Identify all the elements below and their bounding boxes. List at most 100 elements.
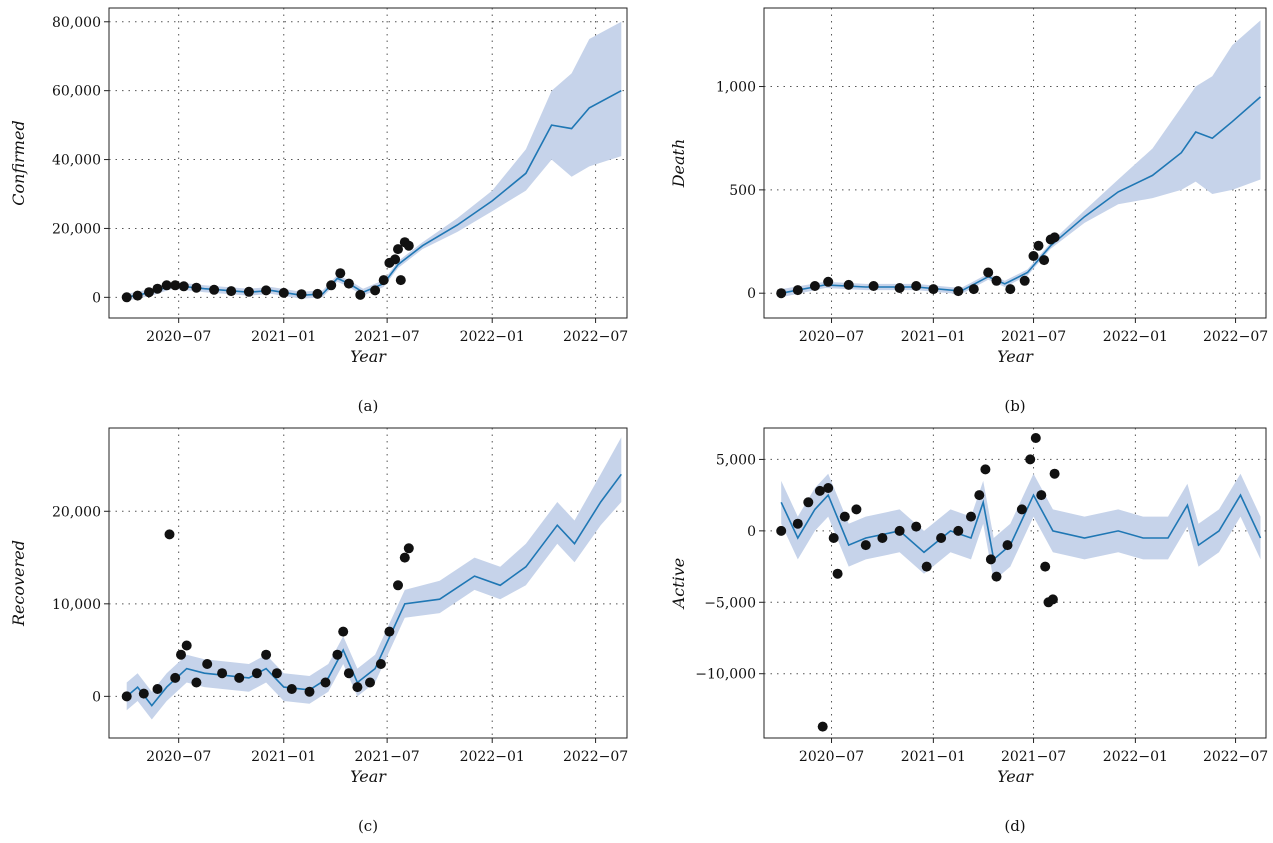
observed-point [928, 284, 939, 295]
observed-point [1036, 490, 1047, 501]
observed-point [326, 280, 337, 291]
panel-caption: (a) [358, 397, 379, 415]
observed-point [1028, 251, 1039, 261]
panel-d: 2020−07 2021−01 2021−07 2022−01 2022−07 −10,0… [669, 427, 1268, 835]
x-tick-label: 2021−01 [901, 329, 966, 345]
observed-point [390, 254, 401, 265]
y-tick-label: 0 [92, 689, 101, 705]
observed-point [399, 552, 410, 563]
observed-point [191, 677, 202, 688]
x-tick-label: 2022−01 [1103, 329, 1168, 345]
observed-point [152, 684, 163, 694]
observed-point [181, 640, 192, 651]
forecast-uncertainty-band [126, 437, 622, 720]
observed-point [164, 529, 175, 540]
y-tick-label: 5,000 [716, 452, 756, 468]
observed-point [304, 686, 315, 697]
observed-point [343, 278, 354, 289]
observed-point [286, 684, 297, 694]
forecast-line [126, 473, 622, 707]
y-tick-label: 0 [747, 286, 756, 302]
observed-point [261, 649, 272, 660]
observed-point [226, 286, 237, 297]
observed-point [338, 626, 349, 637]
y-tick-label: 20,000 [52, 221, 101, 237]
y-axis-label: Confirmed [9, 120, 28, 205]
panel-c: 2020−07 2021−01 2021−07 2022−01 2022−07 0 10,0… [9, 427, 628, 835]
observed-point [152, 283, 163, 294]
x-tick-label: 2021−01 [251, 329, 316, 345]
observed-point [271, 668, 282, 679]
observed-point [209, 284, 220, 295]
x-axis-label: Year [997, 767, 1034, 786]
y-axis-label: Recovered [9, 540, 28, 627]
observed-point [792, 518, 803, 529]
y-tick-label: 500 [729, 183, 756, 199]
observed-point [860, 540, 871, 551]
observed-point [832, 568, 843, 579]
x-tick-label: 2021−01 [251, 749, 316, 765]
observed-point [823, 276, 834, 287]
observed-point [991, 571, 1002, 582]
observed-point [911, 281, 922, 291]
observed-point [974, 490, 985, 501]
observed-point [170, 280, 181, 291]
x-tick-label: 2022−07 [1203, 749, 1268, 765]
observed-point [968, 284, 979, 295]
x-tick-label: 2022−07 [563, 749, 628, 765]
plot-frame [108, 7, 628, 319]
observed-point [370, 285, 381, 296]
observed-point [843, 279, 854, 290]
plot-frame [108, 427, 628, 739]
observed-point [1049, 232, 1060, 243]
panel-b: 2020−07 2021−01 2021−07 2022−01 2022−07 0 500 1… [669, 7, 1268, 415]
observed-point [378, 275, 389, 286]
x-axis-label: Year [350, 347, 387, 366]
x-tick-label: 2021−07 [1001, 749, 1066, 765]
observed-point [384, 626, 395, 637]
observed-point [375, 659, 386, 669]
x-tick-label: 2020−07 [146, 749, 211, 765]
observed-point [138, 688, 149, 699]
x-tick-label: 2022−07 [563, 329, 628, 345]
y-tick-label: 10,000 [52, 597, 101, 613]
observed-point [828, 533, 839, 543]
y-tick-label: 0 [92, 290, 101, 306]
observed-point [343, 668, 354, 679]
observed-point [966, 511, 976, 522]
observed-point [191, 282, 202, 293]
observed-point [217, 668, 228, 679]
observed-point [202, 659, 213, 669]
observed-point [243, 286, 254, 297]
x-tick-label: 2022−07 [1203, 329, 1268, 345]
observed-point [894, 283, 905, 293]
panel-a: 2020−07 2021−01 2021−07 2022−01 2022−07 0 20,0… [9, 7, 628, 415]
observed-point [839, 511, 850, 522]
observed-point [393, 244, 403, 255]
observed-point [814, 485, 825, 496]
y-tick-label: 40,000 [52, 153, 101, 169]
y-axis-label: Active [669, 558, 688, 611]
observed-point [936, 533, 947, 543]
observed-point [1019, 275, 1030, 286]
y-tick-label: 80,000 [52, 15, 101, 31]
panel-caption: (d) [1004, 817, 1025, 835]
panel-caption: (b) [1004, 397, 1025, 415]
observed-point [176, 649, 186, 660]
x-axis-label: Year [350, 767, 387, 786]
observed-point [178, 281, 189, 292]
y-tick-label: 20,000 [52, 504, 101, 520]
observed-point [121, 691, 132, 702]
observed-point [1002, 540, 1013, 551]
y-tick-label: −5,000 [704, 595, 756, 611]
observed-point [803, 497, 814, 508]
y-tick-label: 1,000 [716, 80, 756, 96]
observed-point [894, 525, 905, 536]
observed-point [278, 287, 289, 298]
observed-point [953, 286, 964, 297]
plot-area [776, 20, 1262, 299]
forecast-uncertainty-band [781, 473, 1261, 581]
x-tick-label: 2022−01 [460, 749, 525, 765]
observed-point [953, 525, 964, 536]
